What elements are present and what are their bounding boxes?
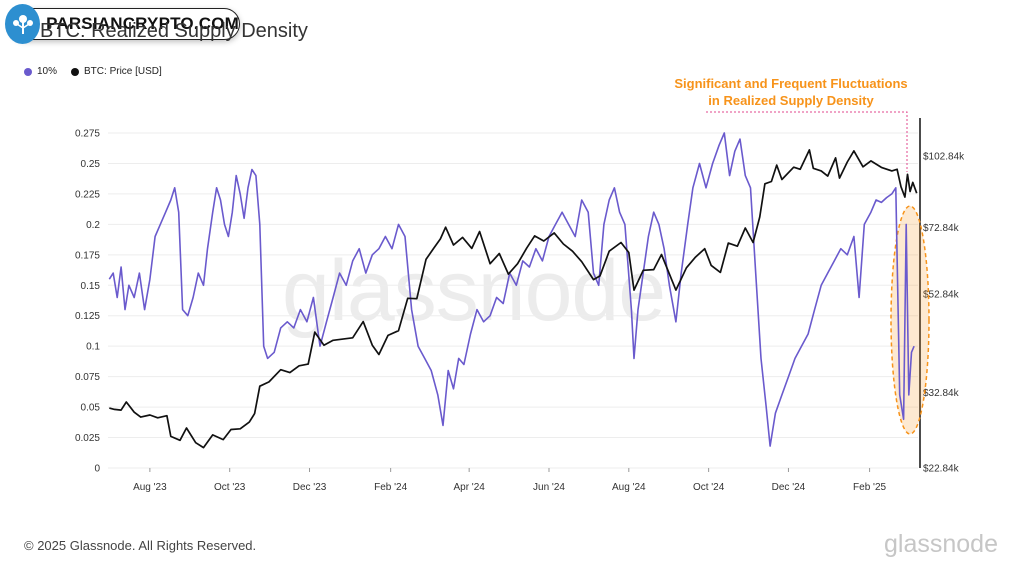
- y-right-tick-label: $52.84k: [923, 290, 960, 301]
- y-left-tick-label: 0.025: [75, 433, 100, 444]
- y-axis-left: 0 0.025 0.05 0.075 0.1 0.125 0.15 0.175 0.2 0.225…: [75, 129, 100, 475]
- chart-gridlines: [108, 132, 918, 469]
- y-left-tick-label: 0.25: [81, 159, 101, 170]
- site-badge: PARSIANCRYPTO.COM: [5, 4, 240, 44]
- annotation-callout: Significant and Frequent Fluctuations in…: [652, 75, 930, 109]
- x-tick-label: Feb '24: [374, 482, 407, 493]
- legend-label-density: 10%: [37, 66, 58, 77]
- highlight-ellipse: [890, 205, 930, 435]
- legend-item-price[interactable]: BTC: Price [USD]: [71, 66, 162, 77]
- x-tick-label: Dec '23: [293, 482, 327, 493]
- tree-logo-icon: [5, 4, 41, 44]
- annotation-line-2: in Realized Supply Density: [708, 93, 874, 108]
- annotation-line-1: Significant and Frequent Fluctuations: [674, 76, 908, 91]
- y-left-tick-label: 0.05: [81, 403, 101, 414]
- legend-label-price: BTC: Price [USD]: [84, 66, 162, 77]
- x-tick-label: Oct '24: [693, 482, 725, 493]
- annotation-connector: [706, 111, 908, 172]
- y-right-tick-label: $22.84k: [923, 464, 960, 475]
- y-left-tick-label: 0.225: [75, 189, 100, 200]
- y-left-tick-label: 0.075: [75, 372, 100, 383]
- y-right-tick-label: $72.84k: [923, 223, 960, 234]
- legend-dot-price: [71, 67, 80, 76]
- y-left-tick-label: 0: [94, 464, 100, 475]
- legend-dot-density: [24, 67, 32, 76]
- chart-series: [108, 132, 918, 449]
- y-left-tick-label: 0.125: [75, 311, 100, 322]
- y-left-tick-label: 0.275: [75, 129, 100, 140]
- y-axis-right: $22.84k $32.84k $52.84k $72.84k $102.84k: [919, 118, 965, 475]
- series-line-btc-price: [109, 149, 918, 449]
- x-tick-label: Aug '24: [612, 482, 646, 493]
- x-tick-label: Oct '23: [214, 482, 246, 493]
- legend-item-density[interactable]: 10%: [24, 66, 57, 77]
- copyright-footer: © 2025 Glassnode. All Rights Reserved.: [24, 538, 257, 553]
- y-left-tick-label: 0.2: [86, 220, 100, 231]
- y-left-tick-label: 0.1: [86, 342, 100, 353]
- y-right-tick-label: $32.84k: [923, 388, 960, 399]
- x-tick-label: Jun '24: [533, 482, 565, 493]
- y-right-tick-label: $102.84k: [923, 152, 965, 163]
- chart-title: BTC: Realized Supply Density: [40, 20, 308, 42]
- y-left-tick-label: 0.175: [75, 250, 100, 261]
- brand-logo-text: glassnode: [884, 530, 998, 558]
- x-tick-label: Aug '23: [133, 482, 167, 493]
- x-tick-label: Dec '24: [772, 482, 806, 493]
- y-left-tick-label: 0.15: [81, 281, 101, 292]
- site-badge-text: PARSIANCRYPTO.COM: [46, 14, 239, 33]
- chart-legend: 10% BTC: Price [USD]: [24, 66, 162, 77]
- x-axis: Aug '23 Oct '23 Dec '23 Feb '24 Apr '24 Jun '…: [133, 468, 887, 493]
- x-tick-label: Apr '24: [453, 482, 485, 493]
- series-line-density: [108, 132, 915, 447]
- x-tick-label: Feb '25: [853, 482, 886, 493]
